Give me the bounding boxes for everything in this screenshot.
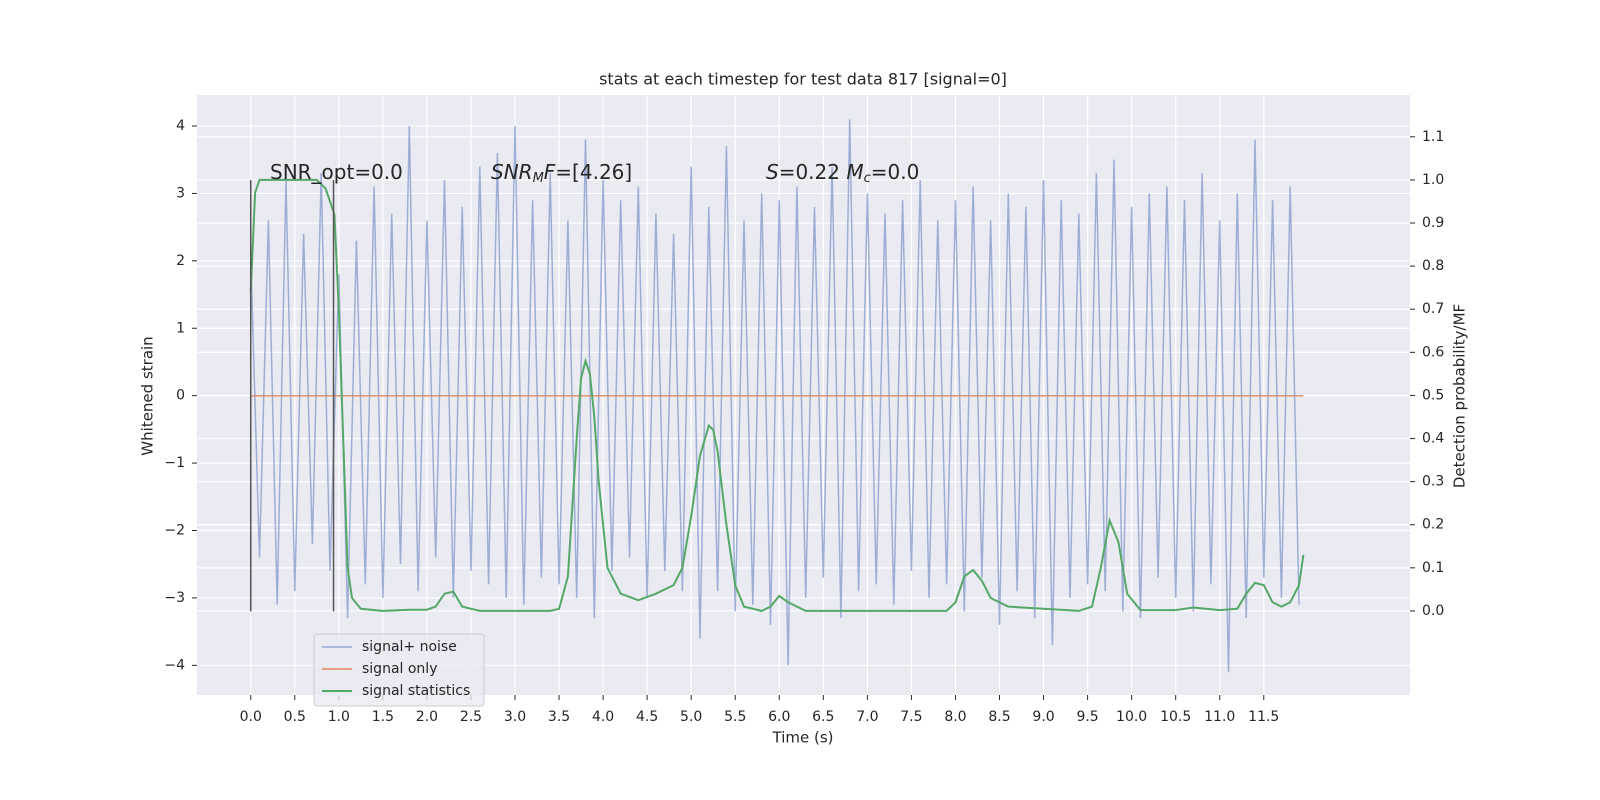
annotation: SNR_opt=0.0 bbox=[270, 160, 403, 184]
y-tick-label: 0 bbox=[176, 388, 185, 404]
x-tick-label: 11.5 bbox=[1248, 709, 1279, 725]
x-tick-label: 2.5 bbox=[460, 709, 482, 725]
x-tick-label: 1.5 bbox=[372, 709, 394, 725]
annotation-part: =[4.26] bbox=[555, 160, 632, 184]
y-tick-label: 4 bbox=[176, 118, 185, 134]
legend-label: signal+ noise bbox=[362, 639, 457, 655]
annotation-part: S bbox=[766, 160, 779, 184]
x-tick-label: 7.5 bbox=[900, 709, 922, 725]
x-tick-label: 1.0 bbox=[328, 709, 350, 725]
x-tick-label: 3.5 bbox=[548, 709, 570, 725]
y-tick-label: 3 bbox=[176, 185, 185, 201]
y2-tick-label: 0.4 bbox=[1422, 431, 1444, 447]
x-tick-label: 5.0 bbox=[680, 709, 702, 725]
x-tick-label: 4.5 bbox=[636, 709, 658, 725]
y-tick-label: 1 bbox=[176, 320, 185, 336]
annotation-part: c bbox=[864, 171, 871, 186]
x-tick-label: 2.0 bbox=[416, 709, 438, 725]
chart-title: stats at each timestep for test data 817… bbox=[599, 70, 1007, 89]
legend-box bbox=[313, 633, 485, 707]
annotation: S=0.22 Mc=0.0 bbox=[766, 160, 919, 186]
annotation-part: M bbox=[533, 171, 544, 186]
y-tick-label: −3 bbox=[164, 590, 185, 606]
y-tick-label: −1 bbox=[164, 455, 185, 471]
annotation-part: F bbox=[544, 160, 556, 184]
y2-tick-label: 0.5 bbox=[1422, 387, 1444, 403]
annotation-part: SNR bbox=[491, 160, 533, 184]
y2-tick-label: 1.0 bbox=[1422, 172, 1444, 188]
y2-tick-label: 0.2 bbox=[1422, 517, 1444, 533]
y2-tick-label: 0.0 bbox=[1422, 603, 1444, 619]
y2-tick-label: 0.6 bbox=[1422, 344, 1444, 360]
y-tick-label: 2 bbox=[176, 253, 185, 269]
x-tick-label: 3.0 bbox=[504, 709, 526, 725]
x-tick-label: 7.0 bbox=[856, 709, 878, 725]
y2-tick-label: 0.8 bbox=[1422, 258, 1444, 274]
x-axis-label: Time (s) bbox=[772, 729, 834, 747]
x-tick-label: 5.5 bbox=[724, 709, 746, 725]
y-tick-label: −4 bbox=[164, 657, 185, 673]
annotation-part: SNR_opt=0.0 bbox=[270, 160, 403, 184]
x-tick-label: 10.5 bbox=[1160, 709, 1191, 725]
y2-tick-label: 0.9 bbox=[1422, 215, 1444, 231]
y2-tick-label: 1.1 bbox=[1422, 129, 1444, 145]
x-tick-label: 6.0 bbox=[768, 709, 790, 725]
legend-label: signal only bbox=[362, 661, 437, 677]
y2-tick-label: 0.7 bbox=[1422, 301, 1444, 317]
x-tick-label: 8.0 bbox=[944, 709, 966, 725]
y-axis-label: Whitened strain bbox=[139, 336, 157, 455]
annotation-part: M bbox=[846, 160, 863, 184]
annotation-part: =0.22 bbox=[779, 160, 847, 184]
x-tick-label: 9.5 bbox=[1076, 709, 1098, 725]
y2-tick-label: 0.3 bbox=[1422, 474, 1444, 490]
y-tick-label: −2 bbox=[164, 523, 185, 539]
legend-label: signal statistics bbox=[362, 683, 470, 699]
y2-tick-label: 0.1 bbox=[1422, 560, 1444, 576]
x-tick-label: 9.0 bbox=[1032, 709, 1054, 725]
x-tick-label: 8.5 bbox=[988, 709, 1010, 725]
x-tick-label: 0.0 bbox=[240, 709, 262, 725]
annotation-part: =0.0 bbox=[871, 160, 920, 184]
series-line bbox=[249, 119, 1300, 673]
x-tick-label: 4.0 bbox=[592, 709, 614, 725]
x-tick-label: 0.5 bbox=[284, 709, 306, 725]
annotation: SNRMF=[4.26] bbox=[491, 160, 632, 186]
y2-axis-label: Detection probability/MF bbox=[1451, 304, 1469, 488]
x-tick-label: 11.0 bbox=[1204, 709, 1235, 725]
x-tick-label: 6.5 bbox=[812, 709, 834, 725]
x-tick-label: 10.0 bbox=[1116, 709, 1147, 725]
series-line bbox=[249, 178, 1305, 612]
